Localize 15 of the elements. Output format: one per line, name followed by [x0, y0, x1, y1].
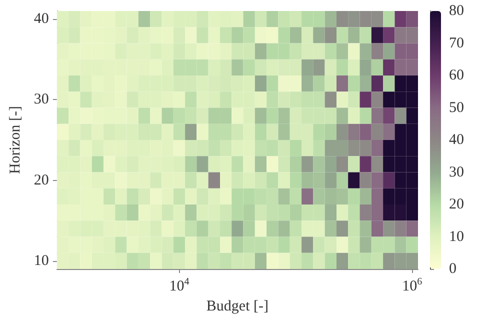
color-bar-label: 60	[449, 68, 464, 84]
y-tick-label: 40	[34, 11, 49, 28]
color-bar-label: 10	[449, 228, 464, 245]
y-tick-label: 10	[34, 252, 49, 269]
color-bar-label: 50	[449, 100, 464, 116]
color-bar-label: 0	[449, 261, 456, 277]
color-bar-label: 30	[449, 164, 464, 180]
color-bar-label: 40	[449, 132, 464, 148]
color-bar-label: 70	[449, 35, 464, 52]
y-axis-title: Horizon [-]	[8, 106, 24, 174]
y-tick-label: 30	[34, 92, 49, 108]
x-axis-title: Budget [-]	[206, 298, 268, 314]
color-bar-label: 20	[449, 196, 464, 212]
color-bar-label: 80	[449, 3, 464, 19]
y-tick-label: 20	[34, 172, 49, 188]
